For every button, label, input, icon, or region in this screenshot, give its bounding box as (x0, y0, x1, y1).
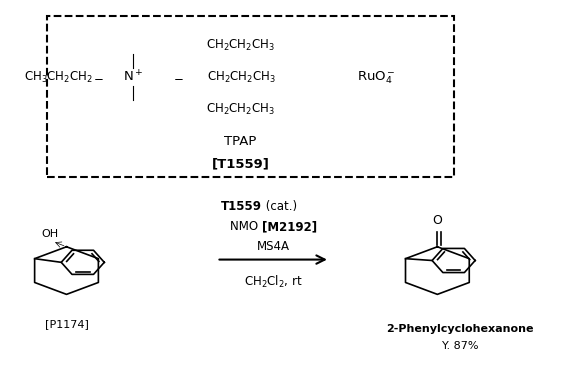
Text: $-$: $-$ (172, 71, 183, 84)
Text: CH$_2$CH$_2$CH$_3$: CH$_2$CH$_2$CH$_3$ (206, 102, 275, 117)
Text: OH: OH (41, 230, 58, 239)
Text: T1559: T1559 (221, 200, 262, 213)
Text: CH$_2$Cl$_2$, rt: CH$_2$Cl$_2$, rt (244, 273, 303, 290)
Text: [T1559]: [T1559] (212, 158, 270, 171)
Text: 2-Phenylcyclohexanone: 2-Phenylcyclohexanone (386, 324, 534, 334)
Text: CH$_3$CH$_2$CH$_2$: CH$_3$CH$_2$CH$_2$ (24, 70, 93, 85)
Text: Y. 87%: Y. 87% (442, 341, 479, 351)
Text: TPAP: TPAP (224, 135, 257, 148)
FancyBboxPatch shape (47, 16, 455, 177)
Text: [P1174]: [P1174] (44, 319, 88, 329)
Text: $-$: $-$ (93, 71, 104, 84)
Text: CH$_2$CH$_2$CH$_3$: CH$_2$CH$_2$CH$_3$ (207, 70, 276, 85)
Text: NMO: NMO (230, 220, 262, 233)
Text: MS4A: MS4A (257, 240, 290, 253)
Text: [M2192]: [M2192] (262, 220, 317, 233)
Text: O: O (432, 214, 442, 227)
Text: N$^+$: N$^+$ (123, 70, 143, 85)
Text: (cat.): (cat.) (262, 200, 297, 213)
Text: RuO$_4^-$: RuO$_4^-$ (357, 69, 396, 86)
Text: CH$_2$CH$_2$CH$_3$: CH$_2$CH$_2$CH$_3$ (206, 38, 275, 53)
